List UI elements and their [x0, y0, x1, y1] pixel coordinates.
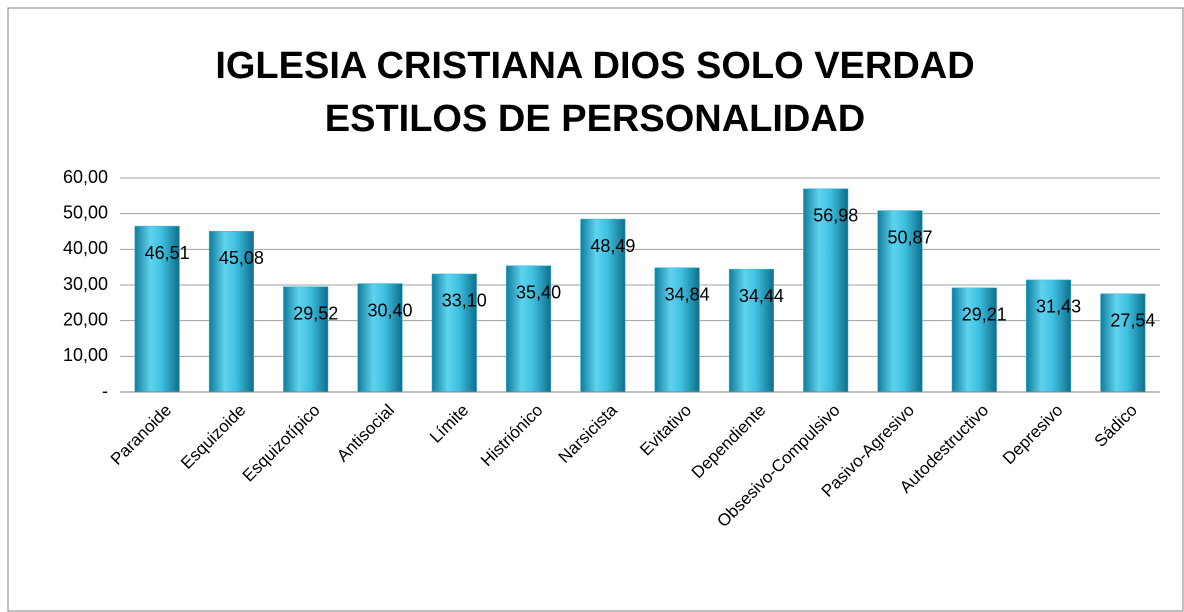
y-tick-label: 30,00: [63, 274, 108, 294]
data-label: 33,10: [442, 291, 487, 311]
data-label: 45,08: [219, 248, 264, 268]
data-label: 35,40: [516, 282, 561, 302]
y-tick-label: -: [102, 381, 108, 401]
data-label: 48,49: [590, 236, 635, 256]
data-label: 30,40: [367, 300, 412, 320]
data-label: 29,52: [293, 303, 338, 323]
data-label: 56,98: [813, 206, 858, 226]
chart-title: IGLESIA CRISTIANA DIOS SOLO VERDAD: [215, 45, 974, 87]
bar: [580, 218, 626, 393]
y-tick-label: 20,00: [63, 309, 108, 329]
data-label: 31,43: [1036, 297, 1081, 317]
bar: [134, 225, 180, 393]
chart-title: ESTILOS DE PERSONALIDAD: [325, 98, 866, 140]
data-label: 46,51: [145, 243, 190, 263]
bar: [728, 268, 774, 393]
bar: [357, 283, 403, 393]
bar: [877, 210, 923, 393]
bar: [1100, 293, 1146, 393]
y-tick-label: 50,00: [63, 202, 108, 222]
data-label: 50,87: [887, 227, 932, 247]
data-label: 29,21: [962, 305, 1007, 325]
bar: [1026, 279, 1072, 393]
y-tick-label: 40,00: [63, 238, 108, 258]
data-label: 34,44: [739, 286, 784, 306]
bar: [803, 188, 849, 393]
y-tick-label: 10,00: [63, 345, 108, 365]
bar: [654, 267, 700, 393]
data-label: 34,84: [665, 284, 710, 304]
bar: [506, 265, 552, 393]
data-label: 27,54: [1110, 311, 1155, 331]
bar: [951, 287, 997, 393]
y-tick-label: 60,00: [63, 167, 108, 187]
